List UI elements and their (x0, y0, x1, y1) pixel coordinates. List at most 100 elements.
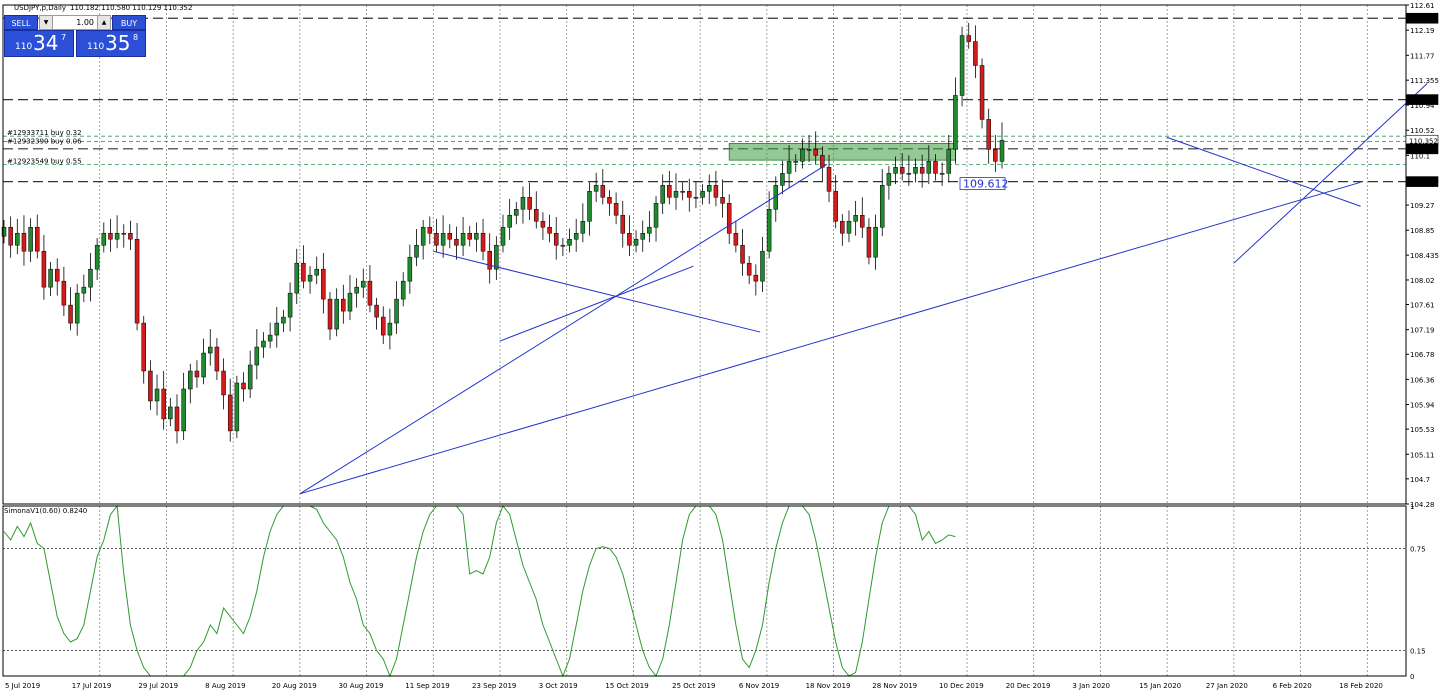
trendline (1233, 83, 1428, 264)
y-tick-label: 112.61 (1410, 2, 1435, 10)
candle-bull (394, 298, 399, 324)
candle-bear (627, 232, 632, 246)
candle-bear (54, 268, 60, 282)
candle-bear (174, 406, 180, 432)
candle-bull (853, 215, 858, 222)
candle-bear (813, 149, 818, 156)
y-tick-label: 111.355 (1410, 77, 1439, 85)
candle-bear (8, 226, 13, 246)
candle-bear (733, 232, 739, 246)
trendline (1166, 136, 1361, 207)
candle-bear (667, 185, 672, 198)
sell-price-prefix: 110 (15, 42, 33, 52)
y-tick-label: 108.02 (1410, 277, 1435, 285)
x-tick-label: 6 Nov 2019 (739, 682, 779, 690)
candle-bear (620, 215, 626, 234)
support-zone[interactable] (728, 142, 956, 161)
candle-bear (487, 250, 492, 270)
trendline (299, 181, 1361, 495)
y-tick-label: 104.28 (1410, 501, 1435, 509)
candle-bull (414, 244, 419, 258)
indicator-title: SimonaV1(0.60) 0.8240 (4, 507, 87, 515)
candle-bull (846, 221, 852, 234)
candle-bear (833, 191, 838, 222)
candle-bear (214, 346, 220, 372)
labels: USDJPY,p,Daily 110.182 110.580 110.129 1… (4, 4, 192, 515)
sell-price-main: 34 (33, 31, 59, 55)
price-marker (1405, 94, 1439, 105)
candle-bear (820, 155, 825, 168)
horizontal-levels[interactable]: #12933711 buy 0.32#12932390 buy 0.06 #129… (3, 17, 1406, 183)
x-tick-label: 3 Jan 2020 (1072, 682, 1110, 690)
trendline (499, 265, 694, 342)
buy-price-button[interactable]: 110 35 8 (76, 30, 146, 57)
candle-bull (926, 161, 932, 174)
candle-bull (154, 388, 160, 402)
candle-bull (766, 209, 772, 252)
candle-bear (41, 250, 47, 288)
candle-bull (247, 364, 253, 390)
candle-bull (780, 173, 785, 186)
buy-button[interactable]: BUY (112, 15, 146, 30)
lot-increase-icon[interactable]: ▲ (97, 16, 110, 29)
candle-bear (321, 268, 326, 300)
candle-bull (201, 352, 206, 378)
buy-price-main: 35 (105, 31, 131, 55)
candle-bear (35, 226, 40, 252)
sell-price-button[interactable]: 110 34 7 (4, 30, 74, 57)
candle-bull (281, 316, 286, 324)
candle-bull (94, 244, 100, 270)
candle-bear (227, 394, 233, 432)
candle-bear (613, 203, 619, 216)
candle-bull (334, 298, 339, 330)
candle-bull (234, 382, 240, 432)
sell-button[interactable]: SELL (4, 15, 38, 30)
x-tick-label: 5 Jul 2019 (5, 682, 40, 690)
zone-rect (728, 142, 956, 161)
lot-size-value[interactable]: 1.00 (76, 18, 94, 27)
candle-bull (460, 232, 466, 246)
candle-bull (101, 232, 107, 246)
candle-bull (387, 322, 393, 336)
candle-bear (527, 197, 532, 210)
candle-bull (700, 191, 705, 198)
candle-bear (447, 232, 453, 240)
y-tick-label: 105.94 (1410, 402, 1435, 410)
lot-size-field[interactable]: ▼ 1.00 ▲ (39, 15, 111, 30)
candle-bear (434, 232, 439, 246)
y-tick-label: 112.19 (1410, 27, 1435, 35)
candle-bull (274, 322, 280, 336)
price-marker-label: 112.389 (1409, 15, 1438, 23)
y-tick-label: 110.94 (1410, 102, 1435, 110)
candle-bear (134, 238, 140, 324)
candle-bull (114, 232, 120, 240)
x-tick-label: 30 Aug 2019 (339, 682, 384, 690)
candle-bull (886, 173, 892, 186)
trendline (299, 163, 828, 495)
lot-decrease-icon[interactable]: ▼ (40, 16, 53, 29)
y-tick-label: 110.1 (1410, 152, 1430, 160)
candle-bull (707, 185, 712, 192)
candle-bear (993, 149, 998, 162)
candle-bear (454, 238, 459, 246)
candle-bull (81, 286, 87, 294)
candle-bull (640, 232, 645, 240)
x-tick-label: 25 Oct 2019 (672, 682, 715, 690)
candle-bull (906, 173, 912, 175)
buy-price-prefix: 110 (87, 42, 105, 52)
trendlines[interactable]: 109.612 (299, 83, 1428, 495)
candle-bull (514, 209, 519, 216)
candle-bear (933, 161, 938, 174)
y-tick-label: 108.435 (1410, 252, 1439, 260)
candle-bear (161, 388, 166, 420)
x-tick-label: 15 Jan 2020 (1139, 682, 1181, 690)
order-label: #12933711 buy 0.32 (7, 129, 82, 137)
candle-bear (128, 232, 133, 240)
y-tick-label: 106.36 (1410, 376, 1435, 384)
candle-bull (354, 286, 359, 294)
candle-bull (913, 167, 918, 174)
candle-bull (580, 221, 586, 234)
candle-bull (939, 173, 945, 175)
